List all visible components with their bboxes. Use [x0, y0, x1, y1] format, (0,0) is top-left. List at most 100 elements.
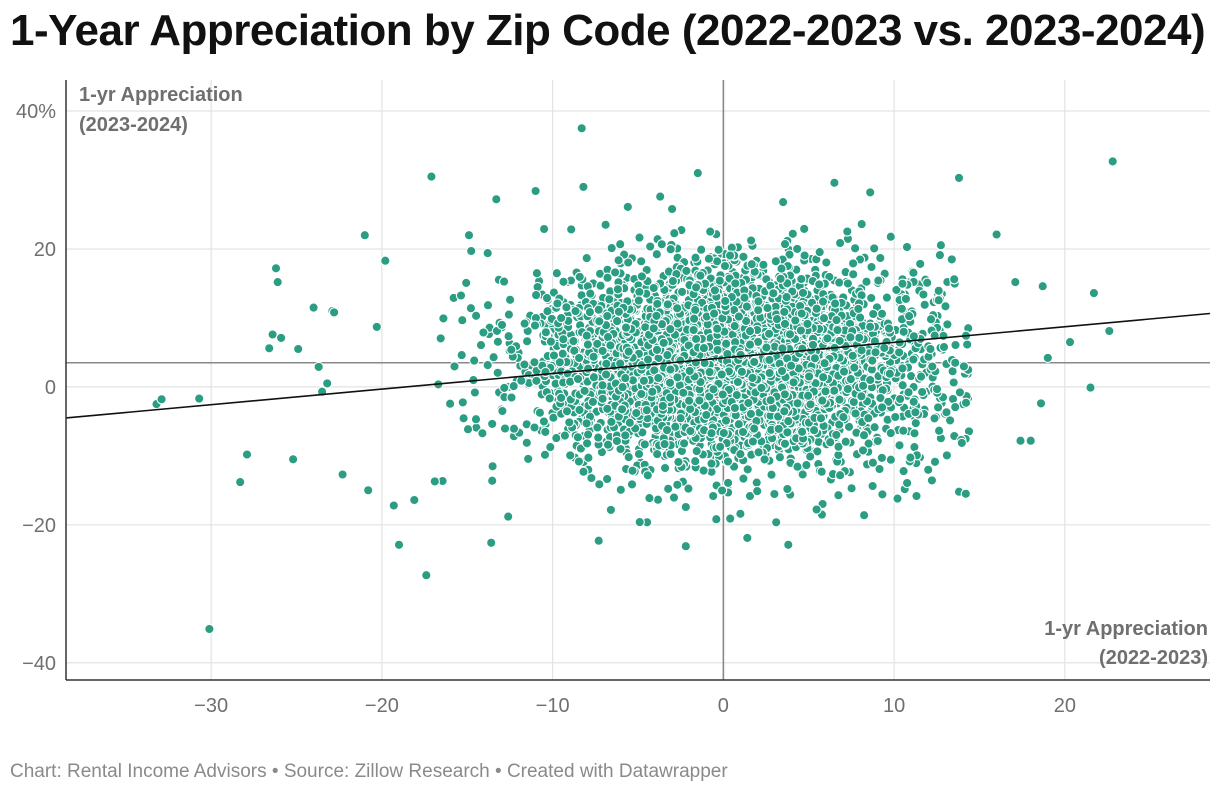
data-point	[574, 271, 585, 283]
data-point	[648, 323, 659, 334]
data-point	[652, 298, 663, 310]
data-point	[604, 294, 615, 305]
data-point	[744, 339, 756, 350]
data-point	[863, 413, 874, 424]
data-point	[380, 255, 391, 266]
data-point	[690, 333, 702, 345]
data-point	[735, 508, 746, 519]
data-point	[910, 417, 921, 429]
data-point	[457, 397, 468, 408]
data-point	[779, 438, 791, 449]
data-point	[954, 387, 966, 398]
data-point	[444, 398, 456, 409]
data-point	[869, 422, 880, 433]
data-point	[898, 425, 909, 436]
data-point	[606, 242, 617, 254]
data-point	[664, 392, 676, 403]
data-point	[623, 451, 634, 463]
data-point	[616, 404, 628, 415]
data-point	[542, 306, 553, 317]
data-point	[741, 301, 753, 312]
data-point	[867, 480, 878, 492]
data-point	[672, 303, 683, 314]
data-point	[834, 394, 845, 405]
x-tick-label: −10	[536, 695, 570, 717]
data-point	[708, 490, 719, 502]
data-point	[683, 395, 695, 406]
data-point	[777, 196, 789, 208]
data-point	[738, 473, 749, 484]
data-point	[775, 273, 786, 284]
data-point	[552, 298, 563, 309]
data-point	[745, 235, 757, 246]
data-point	[287, 454, 299, 465]
data-point	[802, 390, 814, 401]
data-point	[812, 446, 823, 457]
data-point	[776, 263, 787, 274]
data-point	[715, 441, 726, 452]
data-point	[605, 340, 616, 351]
data-point	[698, 342, 710, 354]
data-point	[578, 181, 589, 193]
data-point	[950, 357, 961, 368]
data-point	[662, 349, 673, 361]
data-point	[602, 403, 613, 414]
data-point	[600, 219, 611, 230]
data-point	[766, 469, 777, 480]
data-point	[867, 457, 879, 468]
data-point	[615, 484, 626, 495]
data-point	[881, 292, 893, 303]
data-point	[752, 485, 763, 497]
data-point	[624, 417, 635, 428]
y-tick-label: 20	[34, 239, 56, 261]
data-point	[901, 477, 913, 489]
data-point	[834, 237, 846, 249]
data-point	[703, 253, 715, 264]
data-point	[744, 325, 756, 337]
data-point	[953, 172, 965, 184]
data-point	[897, 380, 908, 391]
data-point	[683, 483, 694, 494]
data-point	[449, 361, 460, 372]
data-point	[652, 494, 664, 505]
data-point	[617, 381, 628, 393]
data-point	[742, 464, 753, 475]
data-point	[620, 322, 632, 333]
data-point	[359, 230, 370, 241]
data-point	[716, 369, 727, 380]
data-point	[600, 369, 612, 380]
data-point	[724, 250, 736, 261]
data-point	[753, 447, 764, 458]
data-point	[876, 402, 888, 413]
data-point	[956, 437, 967, 449]
x-tick-label: 0	[718, 695, 729, 717]
data-point	[866, 261, 877, 273]
data-point	[651, 344, 663, 356]
data-point	[623, 346, 634, 357]
data-point	[858, 430, 870, 441]
data-point	[475, 339, 487, 351]
data-point	[565, 450, 576, 461]
data-point	[421, 570, 432, 581]
data-point	[722, 348, 733, 360]
data-point	[665, 244, 676, 255]
data-point	[897, 363, 908, 374]
data-point	[898, 465, 909, 477]
data-point	[796, 273, 807, 285]
data-point	[822, 333, 833, 344]
data-point	[746, 259, 757, 270]
data-point	[1037, 281, 1048, 292]
data-point	[739, 292, 750, 303]
data-point	[833, 441, 844, 452]
data-point	[678, 438, 690, 449]
data-point	[909, 428, 920, 439]
x-axis-title-line2: (2022-2023)	[1099, 647, 1208, 669]
data-point	[477, 428, 488, 439]
data-point	[275, 332, 287, 344]
data-point	[933, 295, 944, 306]
data-point	[667, 275, 679, 287]
data-point	[783, 415, 794, 427]
data-point	[742, 532, 753, 544]
data-point	[864, 321, 876, 332]
data-point	[541, 292, 553, 304]
